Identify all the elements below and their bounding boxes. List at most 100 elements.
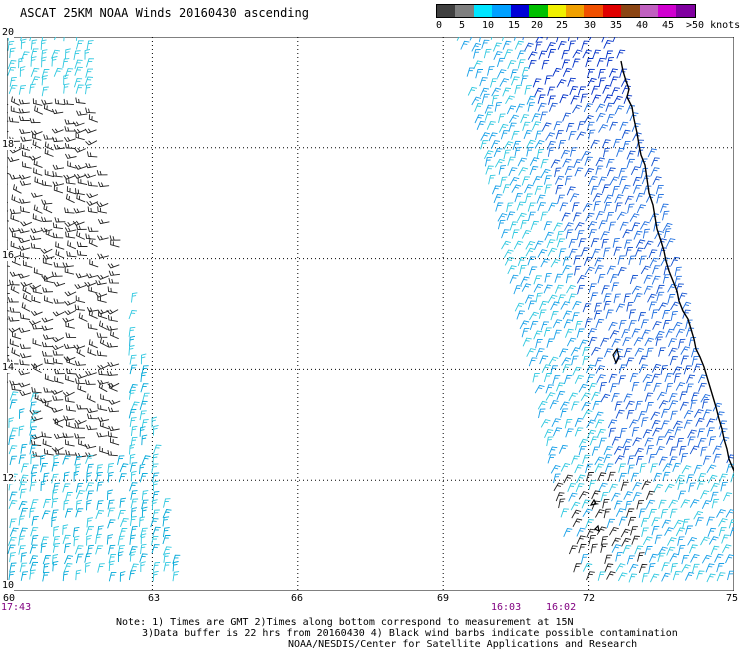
wind-barb [31,76,40,86]
wind-barb [31,516,39,526]
wind-barb [54,418,64,428]
wind-barb [22,292,32,303]
island [593,524,600,533]
wind-barb [478,37,481,43]
wind-barb [571,455,580,465]
wind-barb [634,545,644,555]
wind-barb [538,309,547,319]
wind-barb [106,489,113,501]
wind-barb [584,266,595,276]
wind-barb [624,195,634,205]
wind-barb [75,188,85,196]
wind-barb [42,257,53,266]
wind-barb [546,239,556,249]
wind-barb [645,499,656,509]
wind-barb [65,231,76,239]
wind-barb [640,319,649,329]
wind-barb [638,508,647,518]
wind-barb [29,481,37,492]
wind-barb [551,418,561,427]
wind-barb [30,464,39,475]
wind-barb [638,364,648,374]
wind-barb [106,534,114,545]
wind-barb [535,348,545,358]
wind-barb [651,420,661,429]
wind-barb [497,213,508,222]
wind-barb [685,383,694,394]
wind-barb [606,114,615,124]
wind-barb [646,401,654,412]
wind-barb [8,116,20,123]
wind-barb [669,508,678,519]
wind-barb [502,87,512,97]
wind-barb [516,50,526,60]
wind-barb [129,444,136,455]
wind-barb [550,159,561,169]
wind-barb [586,429,597,439]
wind-barb [690,392,700,402]
wind-barb [20,51,30,61]
wind-barb [570,347,581,356]
wind-barb [600,393,611,403]
wind-barb [645,490,655,500]
wind-barb [562,364,571,374]
wind-barb [108,544,116,555]
wind-barb [689,445,700,455]
wind-barb [52,181,65,187]
wind-barb [702,455,712,465]
wind-barb [552,375,561,385]
wind-barb [710,545,720,555]
wind-barb [531,113,541,123]
wind-barb [611,544,622,553]
wind-barb [537,102,547,112]
wind-barb [722,492,733,502]
wind-barb [656,391,667,401]
wind-barb [117,510,126,520]
wind-barb [19,359,30,366]
wind-barb [672,571,681,581]
wind-barb [641,480,651,490]
wind-barb [471,96,482,106]
wind-barb [172,571,180,582]
wind-barb [84,443,97,449]
wind-barb [621,129,631,139]
wind-barb [609,526,619,536]
wind-barb [594,302,602,313]
wind-barb [130,507,137,518]
wind-barb [622,545,632,554]
wind-barb [7,172,11,175]
wind-barb [654,534,663,545]
wind-barb [581,401,591,411]
wind-barb [684,525,693,535]
wind-barb [32,338,42,347]
wind-barb [525,247,536,257]
wind-barb [40,542,48,554]
wind-barb [63,471,70,483]
wind-barb [30,242,41,250]
wind-barb [632,437,642,446]
wind-barb [129,534,136,545]
wind-barb [676,437,684,448]
wind-barb [700,490,710,500]
wind-barb [545,132,556,141]
wind-barb [96,202,109,208]
wind-barb [86,40,94,50]
wind-barb [599,337,610,347]
wind-barb [151,416,158,428]
wind-barb [641,527,649,538]
wind-barb [129,546,138,556]
wind-barb [480,132,491,141]
lat-lon-grid [7,37,734,591]
wind-barb [629,373,639,383]
wind-barb [140,533,147,545]
wind-barb [534,185,543,196]
wind-barb [594,257,604,267]
wind-barb [52,232,64,239]
legend-label: 5 [459,20,466,31]
wind-barb [679,401,689,411]
wind-barb [536,149,544,159]
wind-barb [535,338,543,349]
wind-barb [139,473,148,483]
wind-barb [529,157,540,166]
legend-label: 35 [610,20,623,31]
